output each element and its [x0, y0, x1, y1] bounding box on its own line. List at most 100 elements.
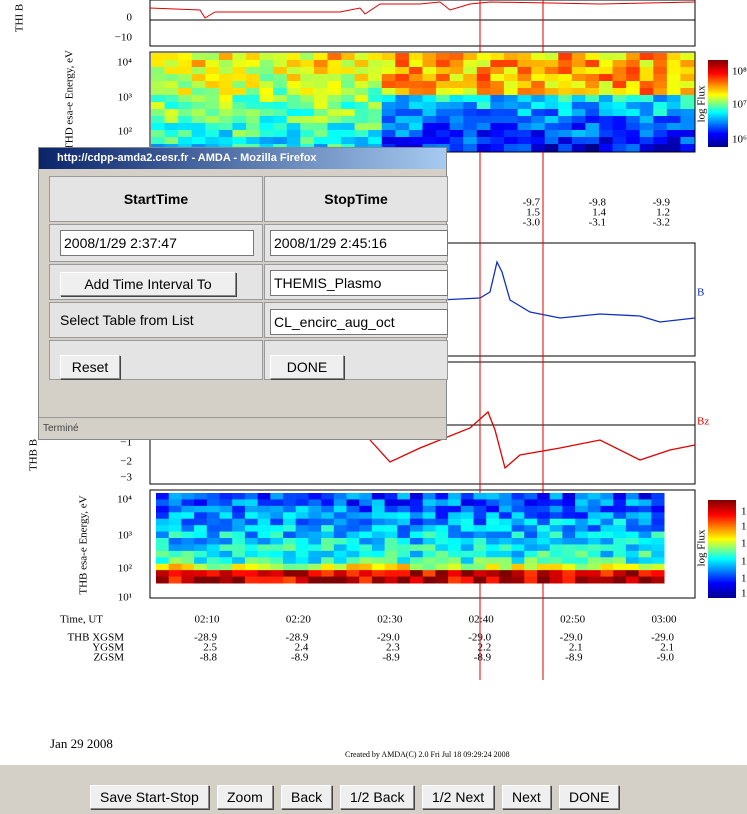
- spectrogram-pixel: [206, 570, 220, 578]
- spectrogram-pixel: [283, 525, 297, 533]
- spectrogram-pixel: [218, 137, 233, 145]
- spectrogram-pixel: [463, 137, 478, 145]
- spectrogram-pixel: [246, 137, 261, 145]
- spectrogram-pixel: [422, 81, 437, 89]
- spectrogram-pixel: [408, 60, 423, 68]
- spectrogram-pixel: [300, 88, 315, 96]
- spectrogram-pixel: [625, 557, 640, 565]
- spectrogram-pixel: [448, 512, 462, 520]
- spectrogram-pixel: [549, 505, 563, 513]
- spectrogram-pixel: [333, 505, 347, 513]
- nav-button[interactable]: 1/2 Back: [340, 785, 415, 809]
- spectrogram-pixel: [321, 544, 335, 552]
- spectrogram-pixel: [473, 544, 487, 552]
- table-input[interactable]: THEMIS_Plasmo: [270, 270, 448, 296]
- spectrogram-pixel: [244, 512, 259, 520]
- nav-button[interactable]: Back: [281, 785, 333, 809]
- spectrogram-pixel: [327, 60, 342, 68]
- spectrogram-pixel: [651, 525, 665, 533]
- spectrogram-pixel: [612, 88, 627, 96]
- spectrogram-pixel: [381, 67, 396, 75]
- spectrogram-pixel: [218, 81, 233, 89]
- spectrogram-pixel: [257, 499, 271, 507]
- spectrogram-pixel: [257, 525, 271, 533]
- label: 1.5: [526, 207, 540, 219]
- spectrogram-pixel: [381, 53, 396, 61]
- spectrogram-pixel: [181, 570, 195, 578]
- select-input[interactable]: CL_encirc_aug_oct: [270, 309, 448, 335]
- spectrogram-pixel: [333, 544, 347, 552]
- reset-button[interactable]: Reset: [60, 355, 120, 379]
- spectrogram-pixel: [205, 67, 220, 75]
- spectrogram-pixel: [585, 144, 600, 152]
- label: 03:00: [651, 614, 677, 626]
- spectrogram-pixel: [490, 137, 505, 145]
- spectrogram-pixel: [558, 144, 573, 152]
- spectrogram-pixel: [257, 576, 271, 584]
- spectrogram-pixel: [359, 544, 373, 552]
- spectrogram-pixel: [544, 137, 559, 145]
- spectrogram-pixel: [625, 538, 640, 545]
- spectrogram-pixel: [422, 137, 437, 145]
- spectrogram-pixel: [295, 550, 309, 558]
- spectrogram-pixel: [206, 550, 220, 558]
- spectrogram-pixel: [273, 53, 288, 61]
- spectrogram-pixel: [194, 525, 208, 533]
- nav-button[interactable]: 1/2 Next: [422, 785, 495, 809]
- spectrogram-pixel: [321, 538, 335, 545]
- spectrogram-pixel: [246, 130, 261, 138]
- spectrogram-pixel: [395, 67, 410, 75]
- spectrogram-pixel: [435, 550, 449, 558]
- spectrogram-pixel: [308, 493, 322, 500]
- spectrogram-pixel: [435, 512, 449, 520]
- spectrogram-pixel: [524, 563, 538, 571]
- spectrogram-pixel: [181, 576, 195, 584]
- spectrogram-pixel: [232, 544, 246, 552]
- spectrogram-pixel: [460, 512, 474, 520]
- spectrogram-pixel: [295, 493, 309, 500]
- spectrogram-pixel: [181, 505, 195, 513]
- spectrogram-pixel: [463, 95, 478, 103]
- spectrogram-pixel: [626, 144, 641, 152]
- spectrogram-pixel: [218, 109, 233, 117]
- spectrogram-pixel: [473, 557, 487, 565]
- nav-button[interactable]: Zoom: [217, 785, 273, 809]
- spectrogram-pixel: [286, 130, 301, 138]
- spectrogram-pixel: [600, 525, 614, 533]
- spectrogram-pixel: [585, 60, 600, 68]
- spectrogram-pixel: [436, 102, 451, 110]
- spectrogram-pixel: [498, 538, 513, 545]
- label: 02:30: [377, 614, 403, 626]
- spectrogram-pixel: [341, 53, 356, 61]
- spectrogram-pixel: [384, 563, 398, 571]
- spectrogram-pixel: [270, 576, 284, 584]
- nav-button[interactable]: Save Start-Stop: [90, 785, 209, 809]
- spectrogram-pixel: [191, 67, 206, 75]
- spectrogram-pixel: [517, 130, 532, 138]
- label: 02:50: [560, 614, 586, 626]
- spectrogram-pixel: [639, 102, 654, 110]
- spectrogram-pixel: [321, 531, 335, 539]
- spectrogram-pixel: [181, 499, 195, 507]
- spectrogram-pixel: [327, 109, 342, 117]
- spectrogram-pixel: [612, 116, 627, 124]
- nav-button[interactable]: Next: [502, 785, 551, 809]
- spectrogram-pixel: [422, 130, 437, 138]
- done-button[interactable]: DONE: [270, 355, 344, 379]
- spectrogram-pixel: [498, 512, 513, 520]
- start-input[interactable]: 2008/1/29 2:37:47: [60, 230, 254, 256]
- spectrogram-pixel: [286, 88, 301, 96]
- nav-button[interactable]: DONE: [559, 785, 620, 809]
- spectrogram-pixel: [626, 67, 641, 75]
- spectrogram-pixel: [368, 60, 383, 68]
- label: 02:40: [469, 614, 495, 626]
- spectrogram-pixel: [151, 109, 166, 117]
- spectrogram-pixel: [463, 88, 478, 96]
- spectrogram-pixel: [408, 116, 423, 124]
- spectrogram-pixel: [537, 512, 551, 520]
- add-button[interactable]: Add Time Interval To: [60, 272, 236, 296]
- label: Created by AMDA(C) 2.0 Fri Jul 18 09:29:…: [345, 750, 510, 759]
- spectrogram-pixel: [371, 499, 386, 507]
- spectrogram-pixel: [490, 81, 505, 89]
- stop-input[interactable]: 2008/1/29 2:45:16: [270, 230, 448, 256]
